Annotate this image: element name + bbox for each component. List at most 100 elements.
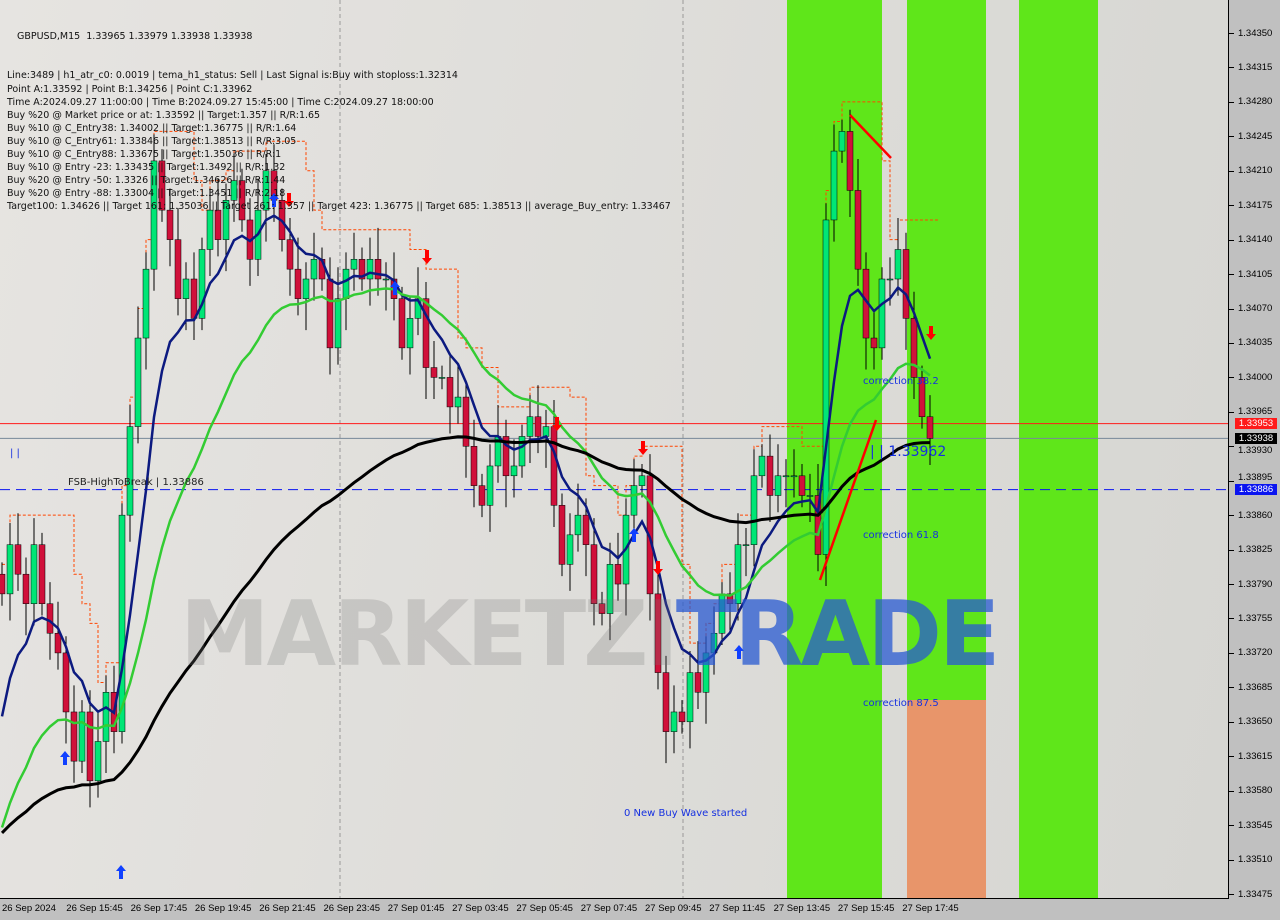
y-tick-label: 1.34070 [1238, 303, 1273, 315]
info-line: Buy %10 @ C_Entry38: 1.34002 || Target:1… [7, 122, 297, 134]
bear-candle [694, 672, 702, 693]
buy-arrow-icon [629, 528, 639, 542]
bear-candle [54, 632, 62, 654]
bear-candle [902, 249, 910, 319]
bull-candle [894, 249, 902, 280]
fast-ma-line [0, 214, 932, 717]
bear-candle [870, 337, 878, 349]
bear-candle [398, 298, 406, 349]
bull-candle [486, 465, 494, 506]
y-tick-label: 1.33510 [1238, 854, 1273, 866]
sell-arrow-icon [552, 417, 562, 431]
bull-candle [518, 436, 526, 467]
bear-candle [910, 318, 918, 378]
y-tick-mark [1229, 205, 1234, 207]
y-tick-mark [1229, 136, 1234, 138]
bear-candle [726, 593, 734, 604]
bull-candle [670, 711, 678, 732]
price-tag: 1.33953 [1235, 418, 1277, 430]
bear-candle [614, 564, 622, 585]
bear-candle [582, 514, 590, 545]
bear-candle [46, 603, 54, 634]
bull-candle [382, 278, 390, 281]
bars-label: | | [10, 448, 20, 459]
y-tick-label: 1.33965 [1238, 406, 1273, 418]
y-tick-mark [1229, 170, 1234, 172]
y-tick-mark [1229, 274, 1234, 276]
y-tick-label: 1.33825 [1238, 544, 1273, 556]
y-tick-mark [1229, 446, 1234, 448]
x-tick-label: 26 Sep 21:45 [259, 903, 316, 914]
y-tick-label: 1.34280 [1238, 96, 1273, 108]
y-tick-mark [1229, 67, 1234, 69]
watermark-logo: MARKETZITRADE [180, 590, 1000, 680]
correction-61-label: correction 61.8 [863, 530, 939, 541]
sell-arrow-icon [926, 326, 936, 340]
bull-candle [406, 318, 414, 349]
x-tick-label: 26 Sep 19:45 [194, 903, 252, 914]
x-tick-label: 26 Sep 15:45 [66, 903, 123, 914]
bull-candle [566, 534, 574, 565]
bull-candle [742, 544, 750, 546]
y-tick-label: 1.33615 [1238, 750, 1273, 762]
bull-candle [438, 377, 446, 379]
bear-candle [190, 278, 198, 319]
y-tick-label: 1.33790 [1238, 578, 1273, 590]
bull-candle [30, 544, 38, 604]
price-tag: 1.33938 [1235, 432, 1277, 444]
info-line: Time A:2024.09.27 11:00:00 | Time B:2024… [7, 96, 434, 108]
y-tick-mark [1229, 859, 1234, 861]
buy-arrow-icon [390, 281, 400, 295]
correction-38-label: correction 38.2 [863, 376, 939, 387]
bull-candle [310, 259, 318, 280]
bull-candle [878, 278, 886, 349]
bull-candle [702, 652, 710, 693]
buy-arrow-icon [60, 751, 70, 765]
bull-candle [750, 475, 758, 545]
point-c-label: | | 1.33962 [870, 444, 947, 460]
bull-candle [150, 160, 158, 270]
y-tick-label: 1.34105 [1238, 268, 1273, 280]
y-tick-label: 1.33685 [1238, 681, 1273, 693]
info-panel: GBPUSD,M15 1.33965 1.33979 1.33938 1.339… [7, 4, 671, 212]
y-tick-mark [1229, 825, 1234, 827]
y-tick-label: 1.34140 [1238, 234, 1273, 246]
bear-candle [86, 711, 94, 782]
sell-zone [907, 700, 986, 898]
price-chart-svg [0, 0, 1228, 898]
bull-candle [630, 485, 638, 516]
bull-candle [782, 475, 790, 478]
y-tick-label: 1.33475 [1238, 888, 1273, 900]
x-tick-label: 27 Sep 01:45 [387, 903, 445, 914]
y-tick-label: 1.34210 [1238, 165, 1273, 177]
y-tick-label: 1.33650 [1238, 716, 1273, 728]
chart-plot-area[interactable]: MARKETZITRADE GBPUSD,M15 1.33965 1.33979… [0, 0, 1229, 899]
y-tick-mark [1229, 411, 1234, 413]
y-tick-label: 1.33755 [1238, 612, 1273, 624]
bull-candle [886, 278, 894, 281]
mid-ma-line [0, 287, 931, 828]
y-tick-label: 1.34000 [1238, 371, 1273, 383]
bear-candle [854, 190, 862, 270]
bear-candle [70, 711, 78, 762]
bull-candle [230, 180, 238, 201]
x-tick-label: 27 Sep 03:45 [452, 903, 509, 914]
bull-candle [790, 475, 798, 478]
y-tick-mark [1229, 687, 1234, 689]
bull-candle [134, 337, 142, 427]
bear-candle [422, 298, 430, 368]
y-tick-mark [1229, 790, 1234, 792]
info-line: Buy %10 @ C_Entry88: 1.33675 || Target:1… [7, 149, 282, 161]
bear-candle [358, 259, 366, 280]
bull-candle [350, 259, 358, 270]
y-tick-label: 1.34350 [1238, 27, 1273, 39]
sell-arrow-icon [653, 561, 663, 575]
bull-candle [182, 278, 190, 299]
info-line: Buy %10 @ Entry -23: 1.33435 || Target:1… [7, 162, 286, 174]
bull-candle [758, 455, 766, 477]
bull-candle [838, 131, 846, 152]
bull-candle [606, 564, 614, 614]
bear-candle [590, 544, 598, 604]
new-buy-wave-label: 0 New Buy Wave started [624, 808, 748, 819]
x-tick-label: 27 Sep 13:45 [773, 903, 831, 914]
